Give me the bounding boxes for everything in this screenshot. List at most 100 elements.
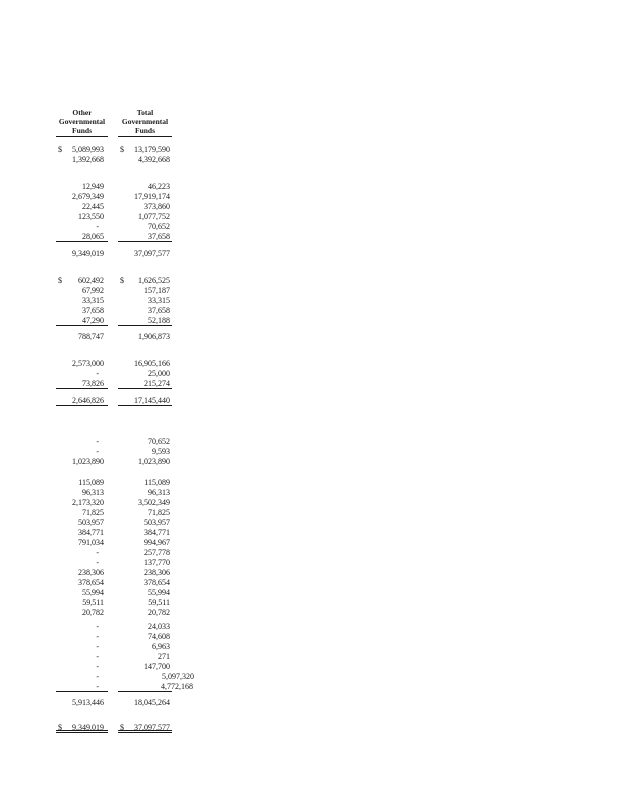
amount-cell: 16,905,166 [118,359,172,369]
amount-cell: 503,957 [56,518,108,528]
table-row: 788,747 1,906,873 [56,332,236,342]
table-row: - 257,778 [56,548,236,558]
table-row: 12,949 46,223 [56,182,236,192]
amount-cell: 791,034 [56,538,108,548]
header-line: Funds [134,126,155,135]
amount-cell: - [56,548,108,558]
table-row: 71,825 71,825 [56,508,236,518]
amount-cell: 1,392,668 [56,155,108,165]
amount-value: 373,860 [144,202,170,211]
amount-value: 55,994 [148,588,170,597]
amount-value: 96,313 [82,488,104,497]
amount-cell: 28,065 [56,232,108,242]
amount-value: 115,089 [78,478,104,487]
table-row: 2,573,000 16,905,166 [56,359,236,369]
table-row: 115,089 115,089 [56,478,236,488]
table-row: - 137,770 [56,558,236,568]
amount-cell: 9,593 [118,447,172,457]
amount-cell: 238,306 [56,568,108,578]
header-line: Governmental [121,117,169,126]
table-row: $5,089,993 $13,179,590 [56,145,236,155]
amount-value: 1,626,525 [138,276,170,285]
table-rows: $5,089,993 $13,179,590 1,392,668 4,392,668 1… [56,145,236,733]
amount-cell: - [56,369,108,379]
amount-cell: $37,097,577 [118,723,172,733]
amount-cell: 788,747 [56,332,108,342]
table-row: - 271 [56,652,236,662]
amount-value: 147,700 [144,662,170,671]
amount-cell: - [56,558,108,568]
amount-value: 1,392,668 [72,155,104,164]
amount-value: 2,573,000 [72,359,104,368]
amount-value: 5,097,320 [162,672,194,681]
amount-value: 5,913,446 [72,698,104,707]
amount-cell: - [56,672,108,682]
table-row: - 25,000 [56,369,236,379]
amount-value: 157,187 [144,286,170,295]
table-row: - 147,700 [56,662,236,672]
amount-cell: - [56,642,108,652]
table-row: 1,023,890 1,023,890 [56,457,236,467]
amount-value: 33,315 [82,296,104,305]
amount-value: 4,392,668 [138,155,170,164]
table-row: - 70,652 [56,437,236,447]
amount-value: - [96,222,99,231]
amount-cell: $1,626,525 [118,276,172,286]
amount-value: 71,825 [148,508,170,517]
table-row: 1,392,668 4,392,668 [56,155,236,165]
financial-statement-table: Other Governmental Funds Total Governmen… [56,108,236,733]
amount-cell: 1,077,752 [118,212,172,222]
table-row: $9,349,019 $37,097,577 [56,723,236,733]
table-row: 33,315 33,315 [56,296,236,306]
amount-cell: 71,825 [56,508,108,518]
amount-value: 20,782 [82,608,104,617]
amount-cell: 46,223 [118,182,172,192]
amount-cell: 67,992 [56,286,108,296]
amount-cell: 52,188 [118,316,172,326]
column-headers: Other Governmental Funds Total Governmen… [56,108,236,137]
amount-value: 788,747 [78,332,104,341]
amount-value: 3,502,349 [138,498,170,507]
amount-cell: 384,771 [118,528,172,538]
amount-value: 13,179,590 [134,145,170,154]
header-line: Total [136,108,154,117]
amount-value: - [96,369,99,378]
amount-value: 2,679,349 [72,192,104,201]
amount-value: 24,033 [148,622,170,631]
amount-cell: 1,906,873 [118,332,172,342]
amount-cell: - [56,622,108,632]
amount-value: 115,089 [144,478,170,487]
amount-value: - [96,642,99,651]
amount-cell: 18,045,264 [118,698,172,708]
table-row: 37,658 37,658 [56,306,236,316]
table-row: 9,349,019 37,097,577 [56,249,236,259]
amount-cell: 71,825 [118,508,172,518]
amount-value: 20,782 [148,608,170,617]
dollar-sign: $ [120,723,124,732]
amount-value: 238,306 [144,568,170,577]
amount-cell: - [56,682,108,692]
amount-value: 384,771 [144,528,170,537]
amount-value: 33,315 [148,296,170,305]
amount-cell: 74,608 [118,632,172,642]
table-row: 22,445 373,860 [56,202,236,212]
amount-cell: 59,511 [56,598,108,608]
amount-cell: 37,658 [118,306,172,316]
amount-value: 4,772,168 [161,682,193,691]
amount-value: - [96,447,99,456]
amount-value: 238,306 [78,568,104,577]
amount-cell: 24,033 [118,622,172,632]
amount-cell: 37,097,577 [118,249,172,259]
amount-value: - [96,558,99,567]
amount-value: - [96,682,99,691]
amount-value: 257,778 [144,548,170,557]
amount-cell: 2,173,320 [56,498,108,508]
amount-value: 16,905,166 [134,359,170,368]
amount-value: 37,658 [82,306,104,315]
amount-value: 67,992 [82,286,104,295]
table-row: - 9,593 [56,447,236,457]
amount-cell: - [56,437,108,447]
amount-cell: - [56,222,108,232]
amount-value: 1,077,752 [138,212,170,221]
amount-value: 17,919,174 [134,192,170,201]
